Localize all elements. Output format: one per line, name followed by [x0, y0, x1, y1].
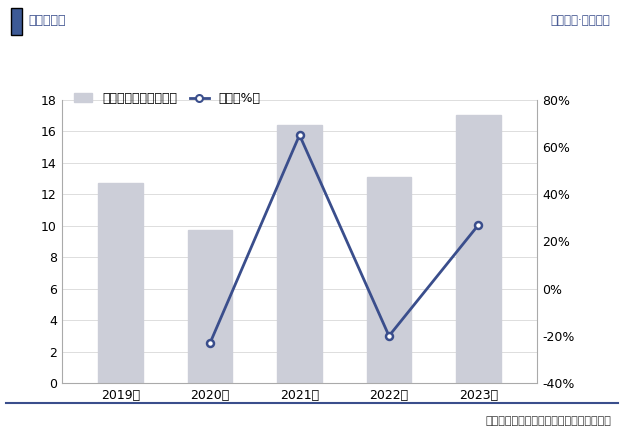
Text: 资料来源：公司公报，华经产业研究院整理: 资料来源：公司公报，华经产业研究院整理	[485, 416, 612, 426]
FancyBboxPatch shape	[11, 8, 22, 35]
Text: 专业严谨·客观科学: 专业严谨·客观科学	[550, 14, 610, 27]
Text: 华经情报网: 华经情报网	[28, 14, 66, 27]
Text: 2019-2023年亿胜生物科技营业收入情况: 2019-2023年亿胜生物科技营业收入情况	[183, 57, 441, 75]
Bar	[456, 115, 501, 383]
Bar	[98, 183, 143, 383]
Legend: 营业总收入（亿港元）, 增速（%）: 营业总收入（亿港元）, 增速（%）	[69, 87, 266, 110]
Bar	[188, 230, 232, 383]
Bar	[277, 125, 322, 383]
Bar	[367, 177, 411, 383]
